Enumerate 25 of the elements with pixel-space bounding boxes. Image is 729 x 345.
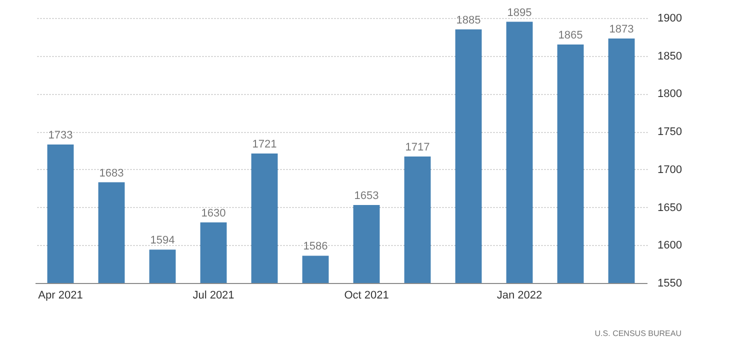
data-label: 1653 xyxy=(354,190,379,202)
data-label: 1683 xyxy=(99,167,124,180)
y-tick-label: 1600 xyxy=(658,240,682,252)
y-tick-label: 1800 xyxy=(658,88,682,100)
data-label: 1717 xyxy=(405,142,430,154)
y-tick-label: 1850 xyxy=(658,50,682,62)
y-tick-label: 1550 xyxy=(658,278,682,290)
data-label: 1594 xyxy=(150,234,175,247)
data-label: 1630 xyxy=(201,207,226,220)
y-tick-label: 1700 xyxy=(658,164,682,176)
data-label: 1733 xyxy=(48,129,73,142)
data-label: 1865 xyxy=(558,30,583,42)
x-tick-label: Oct 2021 xyxy=(344,290,389,302)
text: U.S. CENSUS BUREAU xyxy=(594,329,682,338)
x-tick-label: Apr 2021 xyxy=(38,290,83,302)
y-tick-label: 1750 xyxy=(658,126,682,138)
y-tick-label: 1650 xyxy=(658,202,682,214)
data-label: 1721 xyxy=(252,138,277,151)
data-label: 1873 xyxy=(609,23,634,36)
data-label: 1885 xyxy=(456,14,481,26)
x-tick-label: Jul 2021 xyxy=(192,290,234,302)
data-label: 1895 xyxy=(507,6,532,19)
x-tick-label: Jan 2022 xyxy=(496,290,542,302)
y-tick-label: 1900 xyxy=(658,12,682,24)
data-label: 1586 xyxy=(303,240,328,253)
